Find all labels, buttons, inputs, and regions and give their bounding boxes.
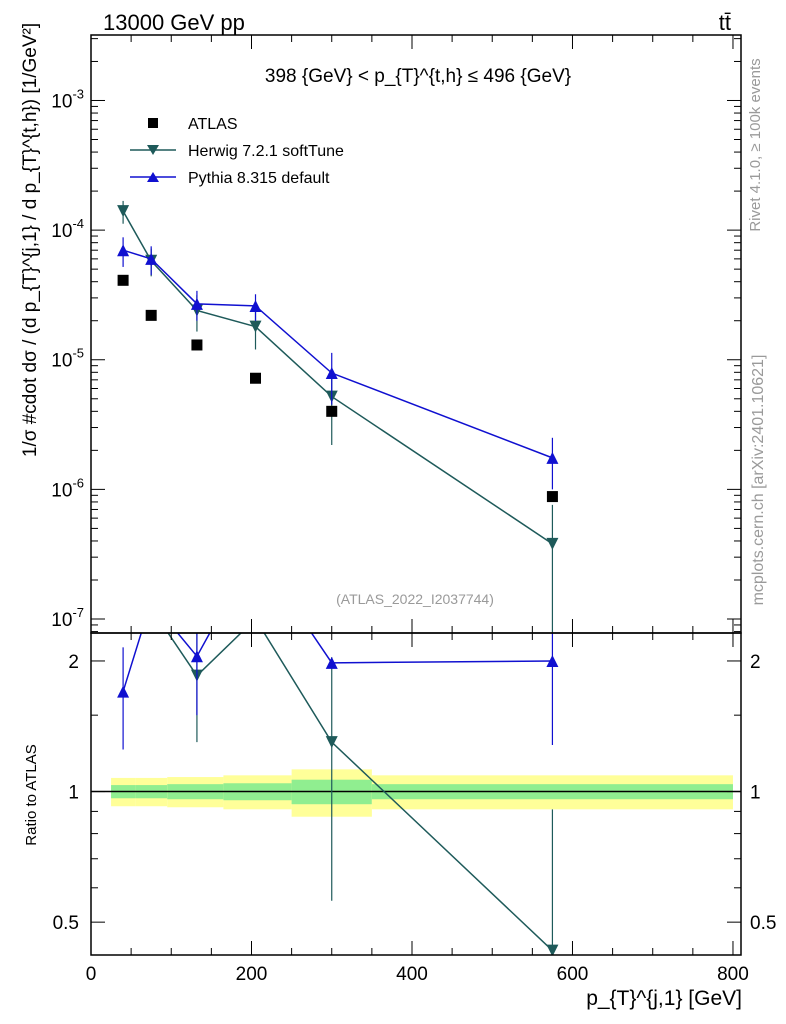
y-tick-exponent: -3: [72, 86, 84, 101]
atlas-data-point: [326, 405, 338, 417]
ratio-tick-label-right: 1: [750, 783, 761, 804]
legend-atlas-label: ATLAS: [188, 116, 238, 133]
x-tick-label: 800: [717, 964, 749, 985]
herwig-point: [249, 320, 262, 333]
pythia-point: [190, 297, 203, 310]
pythia-ratio-point: [117, 685, 130, 698]
process-label: tt̄: [719, 10, 731, 35]
legend-pythia-label: Pythia 8.315 default: [188, 170, 330, 187]
ratio-tick-label-left: 2: [68, 652, 79, 673]
mcplots-label: mcplots.cern.ch [arXiv:2401.10621]: [750, 355, 767, 606]
ratio-tick-label-left: 1: [68, 783, 79, 804]
herwig-line: [122, 210, 553, 545]
ratio-tick-label-right: 0.5: [750, 913, 776, 934]
top-series-layer: [117, 200, 559, 633]
herwig-ratio-point: [145, 602, 157, 614]
legend-herwig-label: Herwig 7.2.1 softTune: [188, 143, 344, 160]
pythia-ratio-point: [546, 654, 559, 667]
chart-title-text: 398 {GeV} < p_{T}^{t,h} ≤ 496 {GeV}: [265, 66, 571, 87]
x-axis-label: p_{T}^{j,1} [GeV]: [586, 987, 742, 1010]
atlas-data-point: [191, 339, 203, 351]
chart-title: 398 {GeV} < p_{T}^{t,h} ≤ 496 {GeV}: [265, 66, 571, 87]
legend: ATLAS Herwig 7.2.1 softTune Pythia 8.315…: [130, 116, 344, 187]
pythia-ratio-point: [325, 656, 338, 669]
pythia-point: [145, 252, 158, 265]
pythia-point: [249, 299, 262, 312]
herwig-ratio-line: [167, 633, 553, 952]
y-tick-exponent: -4: [72, 216, 84, 231]
atlas-data-point: [250, 372, 262, 384]
legend-pythia-marker: [147, 172, 159, 182]
x-tick-label: 0: [86, 964, 97, 985]
atlas-data-point: [546, 491, 558, 503]
ratio-tick-label-left: 0.5: [53, 913, 79, 934]
y-tick-exponent: -6: [72, 475, 84, 490]
y-axis-label: 1/σ #cdot dσ / (d p_{T}^{j,1} / d p_{T}^…: [20, 23, 41, 457]
pythia-ratio-point: [250, 544, 262, 556]
y-tick-label: 10-4: [51, 216, 84, 242]
legend-atlas-marker: [148, 118, 158, 128]
pythia-line: [122, 249, 553, 459]
ratio-tick-label-right: 2: [750, 652, 761, 673]
y-tick-label: 10-3: [51, 86, 84, 112]
herwig-point: [117, 205, 130, 218]
y-tick-exponent: -7: [72, 605, 84, 620]
x-tick-label: 400: [396, 964, 428, 985]
ratio-frame: [90, 632, 742, 956]
ratio-axis-label: Ratio to ATLAS: [23, 744, 40, 845]
x-tick-label: 200: [236, 964, 268, 985]
y-tick-label: 10-7: [51, 605, 84, 631]
ratio-series-layer: [117, 544, 559, 955]
pythia-point: [546, 451, 559, 464]
pythia-ratio-line: [122, 633, 553, 692]
y-tick-label: 10-5: [51, 346, 84, 372]
atlas-data-point: [145, 309, 157, 321]
beam-label: 13000 GeV pp: [103, 10, 245, 35]
rivet-label: Rivet 4.1.0, ≥ 100k events: [747, 58, 764, 231]
pythia-point: [117, 244, 130, 257]
legend-herwig-marker: [147, 145, 159, 155]
atlas-data-point: [117, 274, 129, 286]
y-tick-exponent: -5: [72, 346, 84, 361]
herwig-ratio-point: [117, 555, 129, 567]
watermark: (ATLAS_2022_I2037744): [336, 591, 494, 607]
pythia-point: [325, 367, 338, 380]
x-tick-label: 600: [557, 964, 589, 985]
ratio-band-layer: [91, 769, 741, 817]
herwig-ratio-point: [546, 944, 559, 955]
herwig-ratio-point: [325, 736, 338, 749]
herwig-point: [546, 537, 559, 550]
pythia-ratio-point: [145, 595, 157, 607]
y-tick-label: 10-6: [51, 475, 84, 501]
pythia-ratio-point: [190, 650, 203, 663]
